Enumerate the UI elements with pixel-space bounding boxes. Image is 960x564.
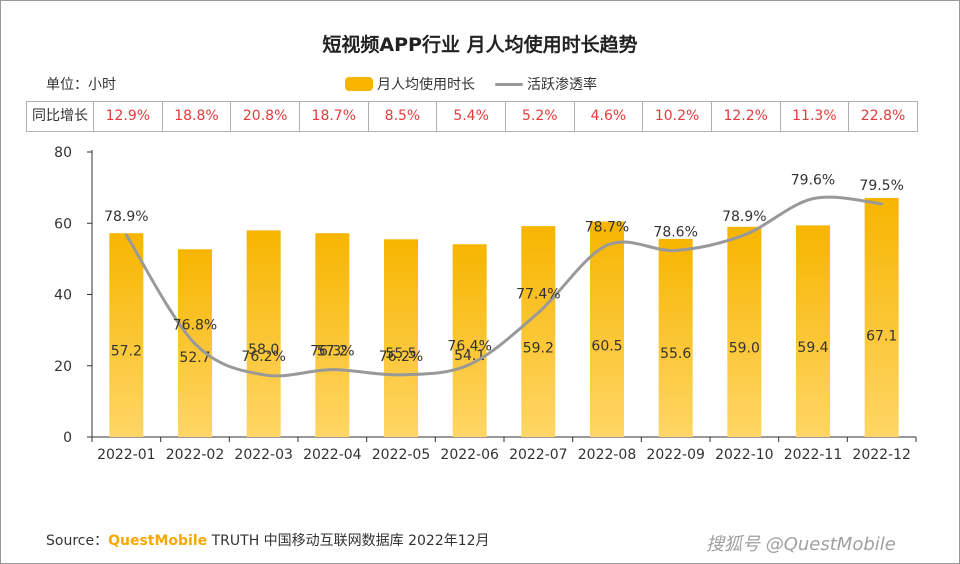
line-value-label: 76.2% xyxy=(379,349,423,365)
bar xyxy=(452,244,487,437)
y-tick-label: 40 xyxy=(54,288,72,304)
x-tick-label: 2022-01 xyxy=(97,447,156,463)
x-tick-label: 2022-08 xyxy=(578,447,637,463)
yoy-cell: 18.7% xyxy=(298,102,368,131)
bar-value-label: 67.1 xyxy=(866,329,897,345)
bar-value-label: 59.2 xyxy=(523,340,554,356)
line-value-label: 77.4% xyxy=(516,287,560,303)
bar xyxy=(109,233,144,437)
bar-value-label: 60.5 xyxy=(591,338,622,354)
yoy-cell: 18.8% xyxy=(161,102,231,131)
x-tick-label: 2022-02 xyxy=(166,447,225,463)
bar-value-label: 59.0 xyxy=(729,341,760,357)
legend: 月人均使用时长 活跃渗透率 xyxy=(345,74,597,94)
yoy-cell: 5.4% xyxy=(436,102,505,131)
source-brand: QuestMobile xyxy=(108,533,208,549)
bar xyxy=(521,226,556,437)
bar-value-label: 58.0 xyxy=(248,342,279,358)
bar xyxy=(796,225,830,437)
bar xyxy=(315,233,350,437)
x-tick-label: 2022-05 xyxy=(372,447,431,463)
x-tick-label: 2022-07 xyxy=(509,447,568,463)
x-tick-label: 2022-09 xyxy=(646,447,705,463)
line-value-label: 78.9% xyxy=(104,209,148,225)
y-tick-label: 80 xyxy=(54,145,72,161)
legend-line-label: 活跃渗透率 xyxy=(527,77,597,93)
x-tick-label: 2022-06 xyxy=(440,447,499,463)
bar xyxy=(864,197,899,437)
bar-value-label: 55.5 xyxy=(385,346,416,362)
line-value-label: 78.9% xyxy=(722,209,766,225)
bar xyxy=(246,230,281,437)
bar xyxy=(384,239,418,437)
source-suffix: TRUTH 中国移动互联网数据库 2022年12月 xyxy=(211,533,490,549)
yoy-cell: 22.8% xyxy=(848,102,917,131)
x-tick-label: 2022-10 xyxy=(715,447,774,463)
legend-bar-label: 月人均使用时长 xyxy=(377,77,475,93)
y-tick-label: 0 xyxy=(63,430,72,446)
yoy-cell: 10.2% xyxy=(642,102,711,131)
x-tick-label: 2022-04 xyxy=(303,447,362,463)
yoy-cell: 11.3% xyxy=(779,102,849,131)
watermark: 搜狐号 @QuestMobile xyxy=(706,534,896,555)
y-tick-label: 60 xyxy=(54,216,72,232)
line-value-label: 76.4% xyxy=(447,338,491,354)
line-value-label: 79.5% xyxy=(859,178,903,194)
bar-value-label: 55.6 xyxy=(660,346,691,362)
source-note: Source：QuestMobile TRUTH 中国移动互联网数据库 2022… xyxy=(46,530,490,550)
x-tick-label: 2022-03 xyxy=(234,447,293,463)
bar-value-label: 57.2 xyxy=(317,343,348,359)
x-tick-label: 2022-12 xyxy=(852,447,911,463)
line-value-label: 78.6% xyxy=(653,224,697,240)
bar-value-label: 59.4 xyxy=(797,340,828,356)
legend-line-swatch xyxy=(495,82,523,86)
bar xyxy=(590,221,624,437)
line-value-label: 78.7% xyxy=(585,219,629,235)
penetration-line xyxy=(124,195,884,378)
yoy-cell: 4.6% xyxy=(573,102,643,131)
yoy-growth-table: 同比增长 12.9% 18.8% 20.8% 18.7% 8.5% 5.4% 5.2% 4.6… xyxy=(26,101,918,132)
y-tick-label: 20 xyxy=(54,359,72,375)
yoy-cell: 12.9% xyxy=(93,102,162,131)
bar xyxy=(727,226,762,437)
line-value-label: 76.3% xyxy=(310,344,354,360)
yoy-row-label: 同比增长 xyxy=(32,108,88,124)
line-value-label: 76.2% xyxy=(241,349,285,365)
line-value-label: 76.8% xyxy=(173,318,217,334)
x-tick-label: 2022-11 xyxy=(784,447,843,463)
source-prefix: Source： xyxy=(46,533,109,549)
bar xyxy=(658,238,693,437)
yoy-cell: 12.2% xyxy=(710,102,780,131)
bar-value-label: 52.7 xyxy=(179,350,210,366)
legend-bar-swatch xyxy=(345,77,373,91)
yoy-cell: 5.2% xyxy=(504,102,574,131)
chart-title: 短视频APP行业 月人均使用时长趋势 xyxy=(322,34,638,56)
yoy-cell: 20.8% xyxy=(230,102,299,131)
line-value-label: 79.6% xyxy=(791,173,835,189)
yoy-cell: 8.5% xyxy=(367,102,437,131)
bar-value-label: 57.2 xyxy=(111,343,142,359)
unit-label: 单位：小时 xyxy=(46,77,116,93)
